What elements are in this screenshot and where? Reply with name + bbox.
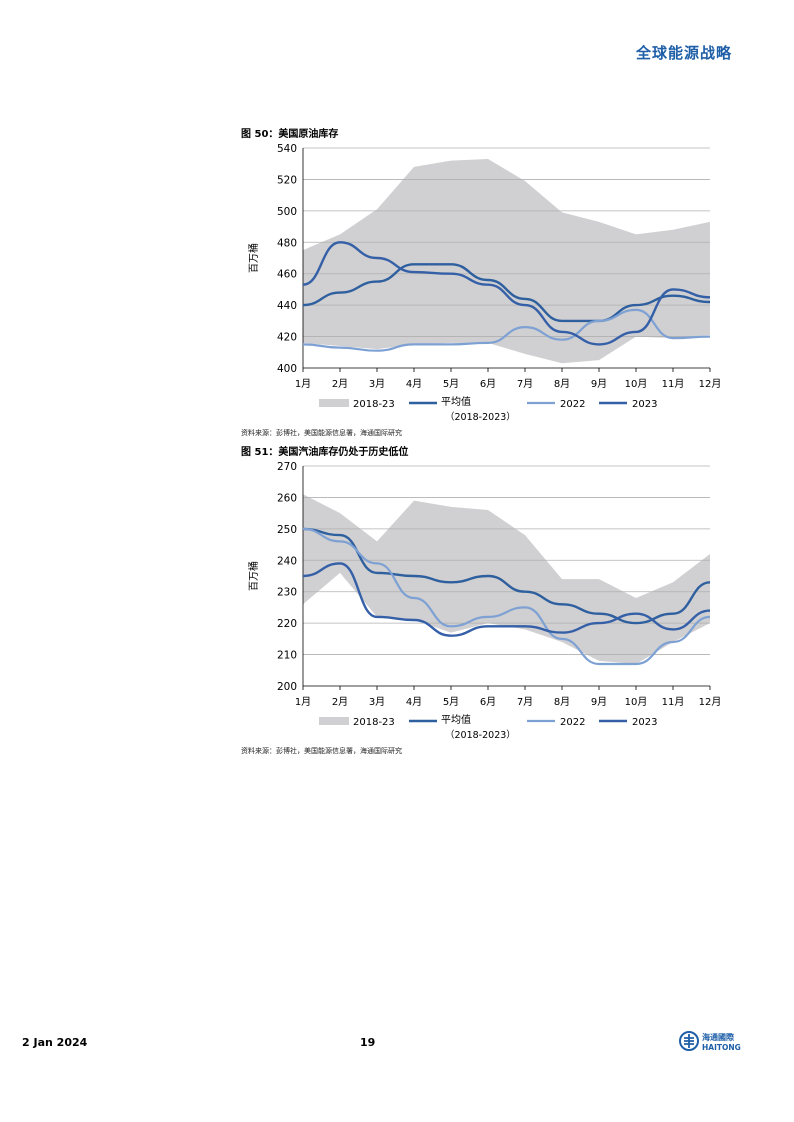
legend-label-2022: 2022 bbox=[560, 717, 585, 728]
legend-label-2023: 2023 bbox=[632, 717, 657, 728]
line-2023 bbox=[302, 241, 711, 346]
x-tick-label: 11月 bbox=[662, 696, 685, 708]
figure-51-title: 图 51：美国汽油库存仍处于历史低位 bbox=[241, 447, 409, 458]
x-tick-label: 4月 bbox=[406, 378, 422, 390]
line-2023 bbox=[302, 562, 711, 637]
legend-label-band: 2018-23 bbox=[353, 399, 395, 410]
y-tick-label: 460 bbox=[277, 269, 297, 281]
y-tick-label: 230 bbox=[277, 587, 297, 599]
range-band-2018-23 bbox=[303, 494, 710, 664]
x-tick-label: 6月 bbox=[480, 378, 496, 390]
y-axis-label: 百万桶 bbox=[247, 561, 260, 591]
y-tick-label: 540 bbox=[277, 143, 297, 155]
x-tick-label: 1月 bbox=[295, 378, 311, 390]
legend-label-2023: 2023 bbox=[632, 399, 657, 410]
x-tick-label: 7月 bbox=[517, 696, 533, 708]
average-line bbox=[302, 527, 711, 625]
legend-label-average: 平均值 bbox=[441, 395, 471, 408]
y-tick-label: 520 bbox=[277, 174, 297, 186]
x-tick-label: 2月 bbox=[332, 696, 348, 708]
x-tick-label: 2月 bbox=[332, 378, 348, 390]
y-tick-label: 440 bbox=[277, 300, 297, 312]
y-tick-label: 240 bbox=[277, 555, 297, 567]
figure-50-title: 图 50：美国原油库存 bbox=[241, 129, 339, 140]
y-tick-label: 420 bbox=[277, 332, 297, 344]
legend-label-average-period: （2018-2023） bbox=[445, 411, 516, 423]
page-number: 19 bbox=[360, 1036, 376, 1049]
x-tick-label: 12月 bbox=[699, 696, 722, 708]
x-tick-label: 3月 bbox=[369, 378, 385, 390]
line-2022 bbox=[302, 308, 711, 352]
y-tick-label: 250 bbox=[277, 524, 297, 536]
average-line bbox=[302, 263, 711, 323]
x-tick-label: 5月 bbox=[443, 696, 459, 708]
footer-date: 2 Jan 2024 bbox=[22, 1036, 88, 1049]
x-tick-label: 8月 bbox=[554, 378, 570, 390]
x-tick-label: 4月 bbox=[406, 696, 422, 708]
logo-cn-text: 海通國際 bbox=[702, 1032, 735, 1042]
y-tick-label: 270 bbox=[277, 461, 297, 473]
legend-swatch-band bbox=[319, 399, 349, 407]
y-tick-label: 200 bbox=[277, 681, 297, 693]
x-tick-label: 5月 bbox=[443, 378, 459, 390]
x-tick-label: 1月 bbox=[295, 696, 311, 708]
figure-51-source: 资料来源：彭博社，美国能源信息署，海通国际研究 bbox=[241, 747, 402, 755]
legend-label-average: 平均值 bbox=[441, 713, 471, 726]
y-tick-label: 260 bbox=[277, 492, 297, 504]
gasoline-inventory-chart: 200 210 220 230 240 250 260 270 1月 2月 3月 4月 5月 6月 7月 8月… bbox=[247, 461, 722, 741]
x-tick-label: 8月 bbox=[554, 696, 570, 708]
y-tick-label: 480 bbox=[277, 237, 297, 249]
legend-swatch-band bbox=[319, 717, 349, 725]
x-tick-label: 6月 bbox=[480, 696, 496, 708]
logo-en-text: HAITONG bbox=[702, 1043, 741, 1052]
y-tick-label: 500 bbox=[277, 206, 297, 218]
legend-label-average-period: （2018-2023） bbox=[445, 729, 516, 741]
x-tick-label: 10月 bbox=[625, 696, 648, 708]
x-tick-label: 12月 bbox=[699, 378, 722, 390]
crude-inventory-chart: 400 420 440 460 480 500 520 540 1月 2月 3月 4月 5月 6月 7月 8月… bbox=[247, 143, 722, 423]
figure-50-source: 资料来源：彭博社，美国能源信息署，海通国际研究 bbox=[241, 429, 402, 437]
x-tick-label: 3月 bbox=[369, 696, 385, 708]
line-2022 bbox=[302, 527, 711, 666]
report-header-title: 全球能源战略 bbox=[635, 44, 732, 62]
x-tick-label: 7月 bbox=[517, 378, 533, 390]
y-axis-label: 百万桶 bbox=[247, 243, 260, 273]
x-tick-label: 9月 bbox=[591, 696, 607, 708]
x-tick-label: 10月 bbox=[625, 378, 648, 390]
haitong-logo: 海通國際 HAITONG bbox=[679, 1031, 741, 1052]
x-tick-label: 11月 bbox=[662, 378, 685, 390]
legend-label-2022: 2022 bbox=[560, 399, 585, 410]
legend-label-band: 2018-23 bbox=[353, 717, 395, 728]
y-tick-label: 400 bbox=[277, 363, 297, 375]
y-tick-label: 220 bbox=[277, 618, 297, 630]
y-tick-label: 210 bbox=[277, 650, 297, 662]
range-band-2018-23 bbox=[303, 159, 710, 364]
x-tick-label: 9月 bbox=[591, 378, 607, 390]
